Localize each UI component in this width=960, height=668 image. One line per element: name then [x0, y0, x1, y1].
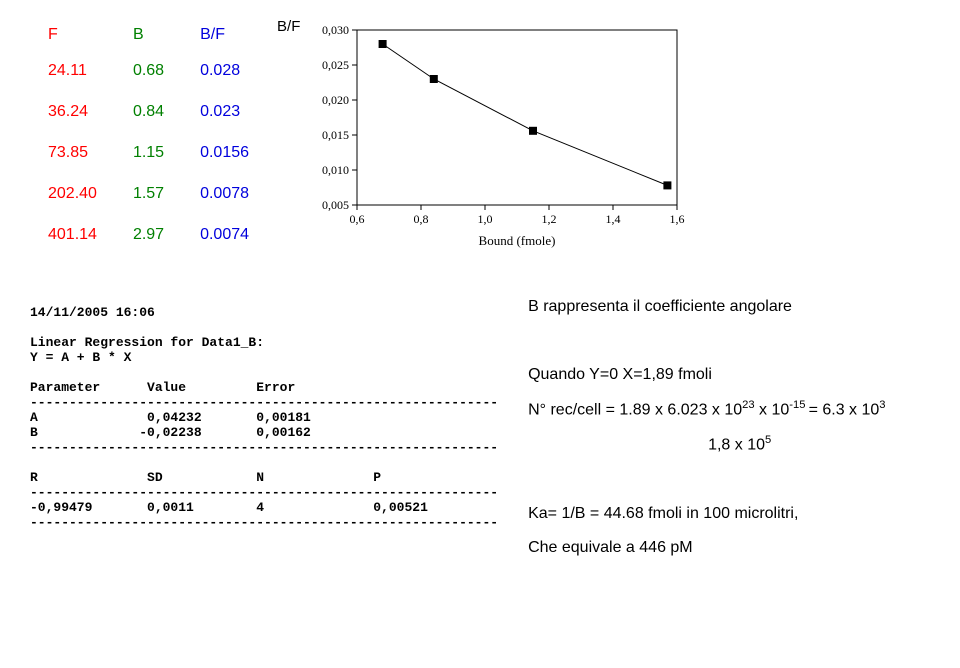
svg-text:0,020: 0,020: [322, 93, 349, 107]
info-line2: Quando Y=0 X=1,89 fmoli: [528, 363, 885, 387]
cell-f: 36.24: [30, 91, 115, 132]
table-row: 401.142.970.0074: [30, 214, 267, 255]
reg-stats-header: R SD N P: [30, 470, 381, 485]
regression-output: 14/11/2005 16:06 Linear Regression for D…: [30, 305, 498, 570]
reg-row-b: B -0,02238 0,00162: [30, 425, 311, 440]
info-line5b: Che equivale a 446 pM: [528, 536, 885, 560]
reg-title2: Y = A + B * X: [30, 350, 131, 365]
svg-text:0,010: 0,010: [322, 163, 349, 177]
info-block: B rappresenta il coefficiente angolare Q…: [528, 275, 885, 570]
cell-b: 1.15: [115, 132, 182, 173]
header-b: B: [115, 20, 182, 50]
reg-header: Parameter Value Error: [30, 380, 295, 395]
header-f: F: [30, 20, 115, 50]
cell-b: 0.68: [115, 50, 182, 91]
chart-ylabel: B/F: [277, 18, 300, 35]
cell-bf: 0.0074: [182, 214, 267, 255]
cell-b: 2.97: [115, 214, 182, 255]
info-line3: N° rec/cell = 1.89 x 6.023 x 1023 x 10-1…: [528, 397, 885, 422]
reg-row-a: A 0,04232 0,00181: [30, 410, 311, 425]
data-table: F B B/F 24.110.680.02836.240.840.02373.8…: [30, 20, 267, 255]
svg-text:0,015: 0,015: [322, 128, 349, 142]
info-line5a: Ka= 1/B = 44.68 fmoli in 100 microlitri,: [528, 502, 885, 526]
table-header-row: F B B/F: [30, 20, 267, 50]
svg-text:1,4: 1,4: [606, 212, 621, 226]
table-row: 73.851.150.0156: [30, 132, 267, 173]
reg-title1: Linear Regression for Data1_B:: [30, 335, 264, 350]
reg-datetime: 14/11/2005 16:06: [30, 305, 155, 320]
cell-b: 0.84: [115, 91, 182, 132]
reg-divider2: ----------------------------------------…: [30, 440, 498, 455]
svg-text:1,0: 1,0: [478, 212, 493, 226]
bottom-section: 14/11/2005 16:06 Linear Regression for D…: [30, 275, 930, 570]
svg-text:1,6: 1,6: [670, 212, 685, 226]
table-row: 24.110.680.028: [30, 50, 267, 91]
cell-f: 202.40: [30, 173, 115, 214]
cell-f: 24.11: [30, 50, 115, 91]
reg-divider4: ----------------------------------------…: [30, 515, 498, 530]
cell-bf: 0.023: [182, 91, 267, 132]
cell-bf: 0.0156: [182, 132, 267, 173]
scatter-chart: 0,005 0,010 0,015 0,020 0,025 0,030 0,6 0,8 1,0 1…: [307, 20, 687, 250]
cell-bf: 0.028: [182, 50, 267, 91]
info-line1: B rappresenta il coefficiente angolare: [528, 295, 885, 319]
info-line4: 1,8 x 105: [528, 432, 885, 457]
svg-text:0,005: 0,005: [322, 198, 349, 212]
cell-bf: 0.0078: [182, 173, 267, 214]
svg-text:0,6: 0,6: [350, 212, 365, 226]
chart-container: B/F 0,0050,0100,0150,0200,0250,0300,60,8…: [307, 20, 687, 255]
svg-text:0,030: 0,030: [322, 23, 349, 37]
cell-b: 1.57: [115, 173, 182, 214]
table-row: 202.401.570.0078: [30, 173, 267, 214]
table-row: 36.240.840.023: [30, 91, 267, 132]
reg-stats-row: -0,99479 0,0011 4 0,00521: [30, 500, 428, 515]
svg-text:0,025: 0,025: [322, 58, 349, 72]
top-section: F B B/F 24.110.680.02836.240.840.02373.8…: [30, 20, 930, 255]
svg-text:1,2: 1,2: [542, 212, 557, 226]
cell-f: 73.85: [30, 132, 115, 173]
svg-text:Bound (fmole): Bound (fmole): [479, 233, 556, 248]
reg-divider3: ----------------------------------------…: [30, 485, 498, 500]
cell-f: 401.14: [30, 214, 115, 255]
header-bf: B/F: [182, 20, 267, 50]
svg-text:0,8: 0,8: [414, 212, 429, 226]
reg-divider: ----------------------------------------…: [30, 395, 498, 410]
